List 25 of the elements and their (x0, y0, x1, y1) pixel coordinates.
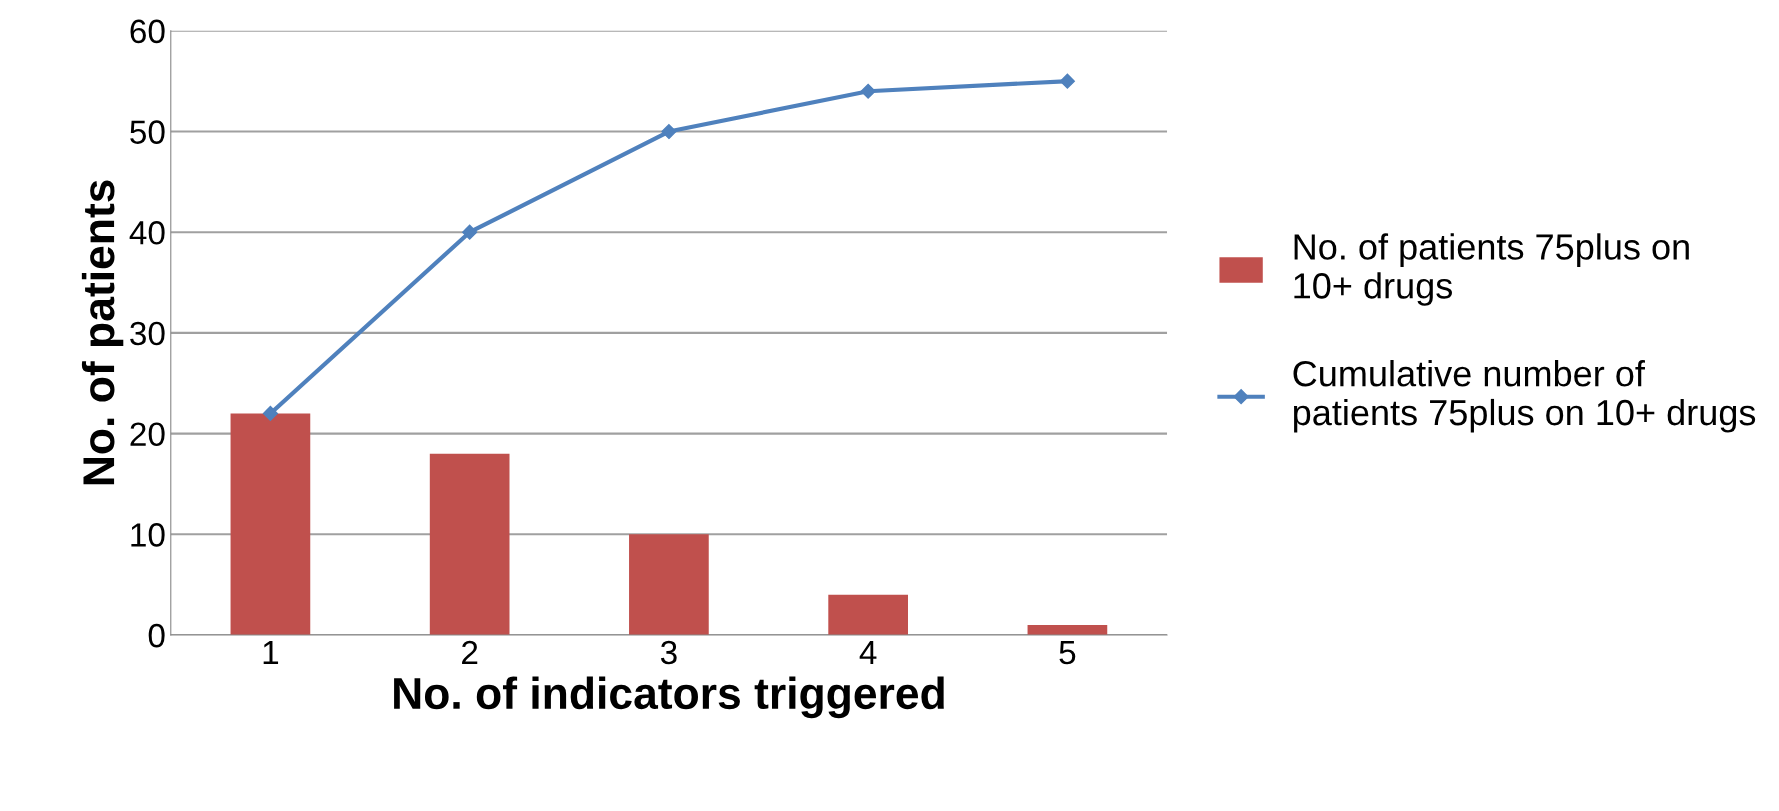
point (860, 83, 876, 99)
x-tick-label: 5 (1059, 641, 1076, 665)
y-tick-label: 0 (148, 623, 165, 648)
x-tick-label: 1 (263, 641, 279, 665)
x-axis-title: No. of indicators triggered (394, 676, 944, 719)
y-tick-label: 60 (130, 19, 165, 44)
point (462, 224, 478, 240)
y-tick-label: 30 (130, 321, 165, 346)
bar (629, 534, 709, 636)
y-tick-label: 50 (130, 120, 165, 144)
x-tick-label: 3 (660, 640, 677, 665)
legend-label: No. of patients 75plus on 10+ drugs (1294, 233, 1689, 306)
bar (429, 453, 510, 636)
y-axis-title: No. of patients (81, 180, 124, 485)
point (262, 405, 278, 422)
y-tick-label: 40 (129, 221, 165, 245)
bar (828, 594, 908, 636)
point (661, 123, 677, 140)
point (1059, 73, 1075, 89)
bar (230, 413, 311, 636)
x-tick-label: 4 (859, 641, 877, 665)
y-tick-label: 20 (130, 422, 165, 447)
y-tick-label: 10 (131, 523, 165, 547)
x-tick-label: 2 (462, 640, 478, 665)
legend-label: Cumulative number of patients 75plus on 10+ drugs (1293, 360, 1756, 433)
